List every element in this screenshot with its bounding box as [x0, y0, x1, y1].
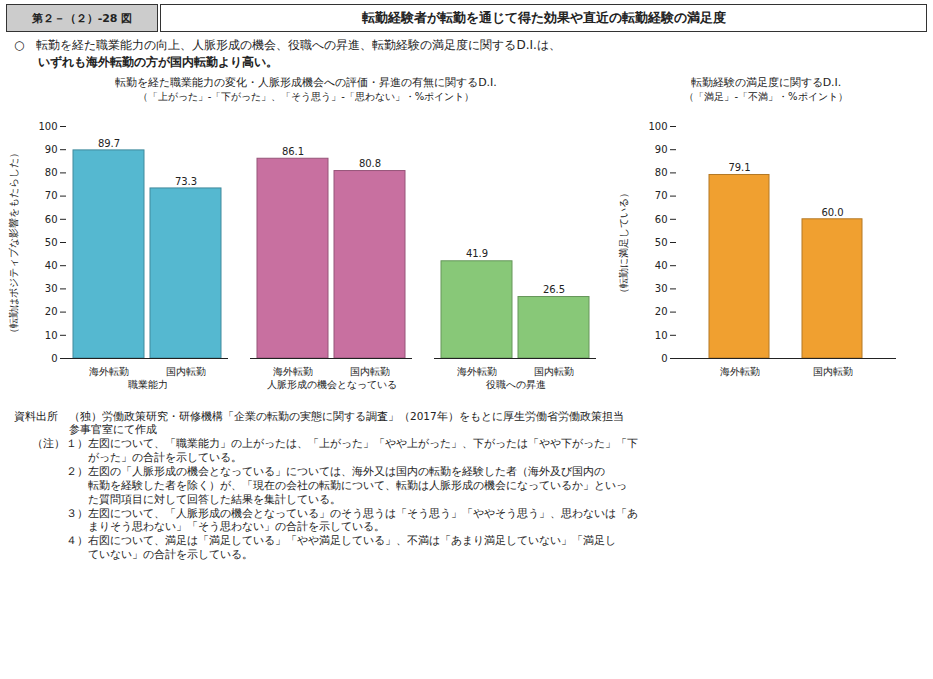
html-text:転勤経験の満足度に関するD.I.: 転勤経験の満足度に関するD.I.: [690, 75, 842, 89]
svg-text:89.7: 89.7: [98, 137, 120, 148]
html-text:た質問項目に対して回答した結果を集計している。: た質問項目に対して回答した結果を集計している。: [66, 492, 341, 505]
svg-text:86.1: 86.1: [282, 146, 304, 157]
svg-text:50: 50: [655, 236, 668, 247]
svg-text:国内転勤: 国内転勤: [813, 365, 853, 376]
html-text:転勤を経験した者を除く）が、「現在の会社の転勤について、転勤: 転勤を経験した者を除く）が、「現在の会社の転勤について、転勤は人脈形成の機会にな…: [66, 478, 627, 491]
html-text:４）右図について、満足は「満足している」「やや満足している」: ４）右図について、満足は「満足している」「やや満足している」、不満は「あまり満足…: [66, 534, 616, 547]
svg-text:73.3: 73.3: [175, 175, 197, 186]
html-text:参事官室にて作成: 参事官室にて作成: [14, 423, 157, 436]
svg-text:30: 30: [655, 283, 668, 294]
svg-text:70: 70: [655, 190, 668, 201]
html-text:○ 転勤を経た職業能力の向上、人脈形成の機会、役職への昇進、: ○ 転勤を経た職業能力の向上、人脈形成の機会、役職への昇進、転勤経験の満足度に関…: [14, 38, 561, 52]
svg-text:国内転勤: 国内転勤: [350, 365, 390, 376]
svg-text:職業能力: 職業能力: [128, 378, 168, 389]
html-text:（「上がった」-「下がった」、「そう思う」-「思わない」・%: （「上がった」-「下がった」、「そう思う」-「思わない」・%ポイント）: [137, 90, 475, 102]
svg-text:10: 10: [45, 329, 58, 340]
svg-text:60: 60: [655, 213, 668, 224]
svg-text:90: 90: [655, 143, 668, 154]
svg-text:80.8: 80.8: [359, 158, 381, 169]
html-text:資料出所 （独）労働政策研究・研修機構「企業の転勤の実態に関: 資料出所 （独）労働政策研究・研修機構「企業の転勤の実態に関する調査」（2017…: [14, 409, 624, 422]
svg-text:海外転勤: 海外転勤: [457, 365, 497, 376]
svg-text:人脈形成の機会となっている: 人脈形成の機会となっている: [267, 378, 397, 389]
html-text:３）左図について、「人脈形成の機会となっている」のそう思うは: ３）左図について、「人脈形成の機会となっている」のそう思うは「そう思う」「ややそ…: [66, 506, 638, 519]
svg-text:40: 40: [45, 259, 58, 270]
svg-text:20: 20: [655, 306, 668, 317]
svg-text:役職への昇進: 役職への昇進: [486, 378, 546, 389]
html-text:転勤経験者が転勤を通じて得た効果や直近の転勤経験の満足度: 転勤経験者が転勤を通じて得た効果や直近の転勤経験の満足度: [361, 10, 726, 25]
html-text:ていない」の合計を示している。: ていない」の合計を示している。: [66, 548, 253, 561]
svg-text:10: 10: [655, 329, 668, 340]
svg-text:41.9: 41.9: [466, 248, 488, 259]
svg-text:60.0: 60.0: [821, 206, 843, 217]
svg-text:90: 90: [45, 143, 58, 154]
svg-text:国内転勤: 国内転勤: [166, 365, 206, 376]
html-text:２）左図の「人脈形成の機会となっている」については、海外又は: ２）左図の「人脈形成の機会となっている」については、海外又は国内の転勤を経験した…: [66, 465, 605, 477]
svg-text:（転勤はポジティブな影響をもたらした）: （転勤はポジティブな影響をもたらした）: [8, 147, 19, 337]
svg-text:80: 80: [655, 167, 668, 178]
html-text:いずれも海外転勤の方が国内転勤より高い。: いずれも海外転勤の方が国内転勤より高い。: [14, 54, 278, 69]
html-text:がった」の合計を示している。: がった」の合計を示している。: [66, 451, 242, 464]
svg-text:100: 100: [38, 120, 57, 131]
svg-text:（転勤に満足している）: （転勤に満足している）: [618, 187, 629, 297]
svg-text:40: 40: [655, 259, 668, 270]
svg-text:50: 50: [45, 236, 58, 247]
html-text:まりそう思わない」「そう思わない」の合計を示している。: まりそう思わない」「そう思わない」の合計を示している。: [66, 520, 385, 533]
svg-text:70: 70: [45, 190, 58, 201]
svg-text:80: 80: [45, 167, 58, 178]
html-text:転勤を経た職業能力の変化・人脈形成機会への評価・昇進の有無に: 転勤を経た職業能力の変化・人脈形成機会への評価・昇進の有無に関するD.I.: [115, 75, 497, 89]
html-text:（注）１）左図について、「職業能力」の上がったは、「上がった: （注）１）左図について、「職業能力」の上がったは、「上がった」「やや上がった」、…: [32, 437, 638, 450]
svg-text:海外転勤: 海外転勤: [720, 365, 760, 376]
svg-text:100: 100: [648, 120, 667, 131]
svg-text:79.1: 79.1: [728, 162, 750, 173]
svg-text:0: 0: [661, 352, 667, 363]
html-text:第２－（２）-28 図: 第２－（２）-28 図: [31, 11, 133, 25]
svg-text:海外転勤: 海外転勤: [273, 365, 313, 376]
html-text:（「満足」-「不満」・%ポイント）: （「満足」-「不満」・%ポイント）: [684, 90, 848, 102]
svg-text:30: 30: [45, 283, 58, 294]
svg-text:26.5: 26.5: [543, 284, 565, 295]
svg-text:国内転勤: 国内転勤: [534, 365, 574, 376]
svg-text:0: 0: [51, 352, 57, 363]
svg-text:海外転勤: 海外転勤: [89, 365, 129, 376]
svg-text:60: 60: [45, 213, 58, 224]
svg-text:20: 20: [45, 306, 58, 317]
